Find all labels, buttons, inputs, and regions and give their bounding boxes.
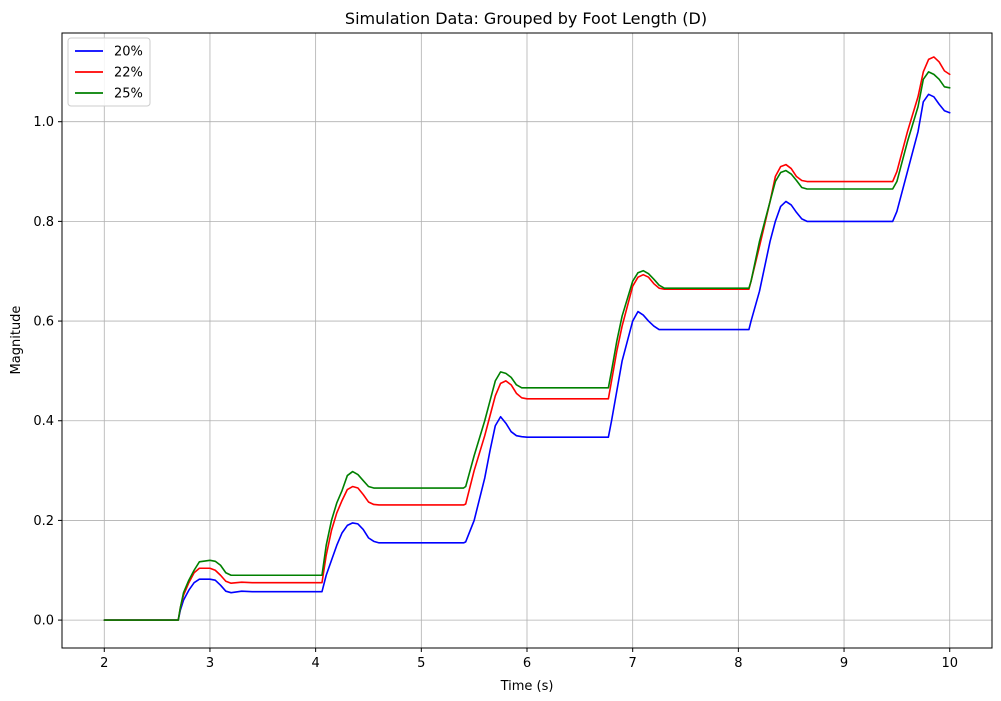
y-tick-label: 0.6 bbox=[33, 315, 54, 330]
y-tick-label: 1.0 bbox=[33, 115, 54, 130]
x-tick-label: 2 bbox=[100, 656, 108, 671]
legend-label: 25% bbox=[114, 87, 143, 102]
x-tick-label: 3 bbox=[206, 656, 214, 671]
x-axis-ticks: 2 3 4 5 6 7 8 9 10 bbox=[100, 648, 958, 671]
y-axis-ticks: 0.0 0.2 0.4 0.6 0.8 1.0 bbox=[33, 115, 62, 629]
y-tick-label: 0.4 bbox=[33, 414, 54, 429]
legend-label: 20% bbox=[114, 45, 143, 60]
y-tick-label: 0.2 bbox=[33, 514, 54, 529]
x-tick-label: 9 bbox=[840, 656, 848, 671]
x-tick-label: 10 bbox=[941, 656, 958, 671]
x-axis-title: Time (s) bbox=[500, 679, 554, 694]
x-tick-label: 7 bbox=[629, 656, 637, 671]
legend-box bbox=[67, 37, 151, 107]
y-tick-label: 0.8 bbox=[33, 215, 54, 230]
series-line-2 bbox=[103, 56, 951, 621]
x-tick-label: 5 bbox=[417, 656, 425, 671]
chart-title: Simulation Data: Grouped by Foot Length … bbox=[345, 9, 707, 28]
x-tick-label: 4 bbox=[311, 656, 319, 671]
x-tick-label: 8 bbox=[734, 656, 742, 671]
series-lines bbox=[103, 56, 951, 621]
legend-label: 22% bbox=[114, 66, 143, 81]
legend: 20% 22% 25% bbox=[67, 37, 151, 107]
series-line-1 bbox=[103, 93, 951, 621]
x-tick-label: 6 bbox=[523, 656, 531, 671]
series-line-3 bbox=[103, 71, 951, 621]
y-axis-title: Magnitude bbox=[9, 306, 24, 375]
y-tick-label: 0.0 bbox=[33, 614, 54, 629]
